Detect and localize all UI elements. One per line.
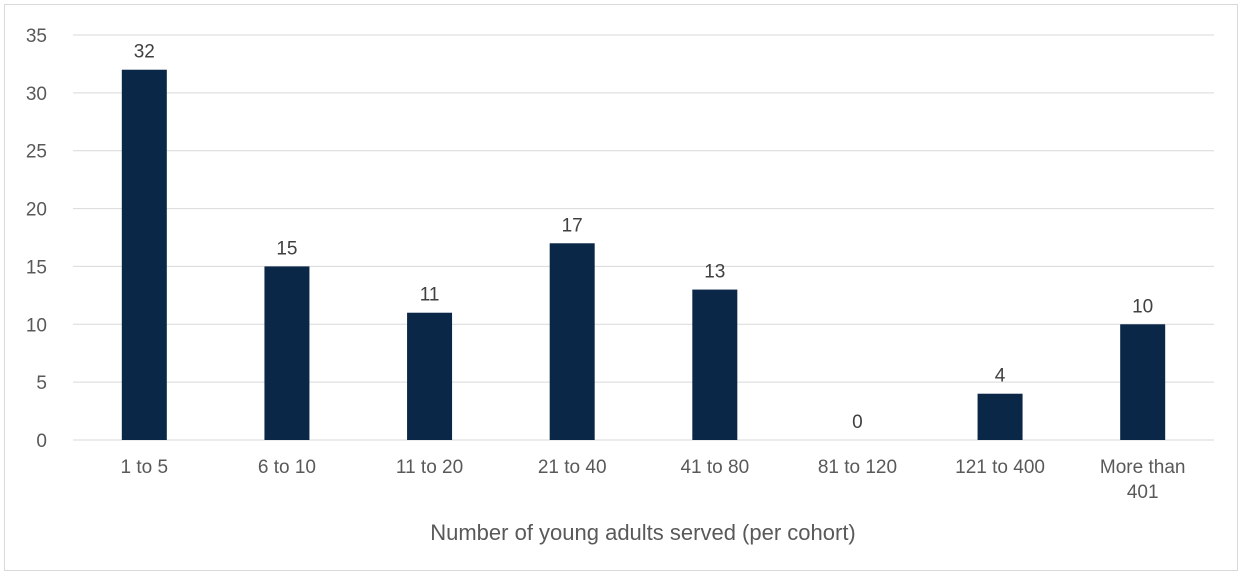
- x-tick-label: 11 to 20: [396, 457, 463, 478]
- x-tick-label: 6 to 10: [258, 457, 316, 478]
- gridlines: [73, 34, 1214, 441]
- y-tick-label: 20: [26, 200, 47, 221]
- x-axis-title: Number of young adults served (per cohor…: [430, 520, 856, 545]
- y-tick-label: 30: [26, 84, 47, 105]
- x-tick-label: 81 to 120: [818, 457, 897, 478]
- y-tick-label: 35: [26, 26, 47, 47]
- y-tick-label: 5: [36, 373, 47, 394]
- bar: [692, 289, 738, 440]
- bar: [407, 312, 453, 440]
- x-tick-label: 41 to 80: [680, 457, 749, 478]
- y-axis-ticks: 0 5 10 15 20 25 30 35: [26, 26, 47, 452]
- bar: [121, 69, 167, 440]
- y-tick-label: 10: [26, 315, 47, 336]
- y-tick-label: 0: [36, 431, 47, 452]
- y-tick-label: 15: [26, 257, 47, 278]
- x-tick-label: 21 to 40: [538, 457, 607, 478]
- x-tick-label: More than 401: [1100, 457, 1186, 503]
- x-axis-ticks: 1 to 5 6 to 10 11 to 20 21 to 40 41 to 80 81 …: [121, 457, 1186, 503]
- data-label: 0: [852, 412, 863, 433]
- bar: [1120, 324, 1166, 440]
- chart-frame: [4, 4, 1238, 571]
- y-tick-label: 25: [26, 142, 47, 163]
- data-label: 4: [995, 366, 1006, 387]
- bar: [549, 243, 595, 440]
- data-label: 17: [562, 215, 583, 236]
- data-labels: 32 15 11 17 13 0 4 10: [134, 42, 1154, 433]
- data-label: 15: [276, 238, 297, 259]
- bars: [121, 69, 1166, 440]
- data-label: 11: [420, 285, 440, 306]
- bar: [977, 393, 1023, 440]
- bar: [264, 266, 310, 440]
- x-tick-label: 121 to 400: [955, 457, 1045, 478]
- data-label: 10: [1132, 296, 1153, 317]
- x-tick-label: 1 to 5: [121, 457, 169, 478]
- data-label: 32: [134, 42, 155, 63]
- data-label: 13: [704, 262, 725, 283]
